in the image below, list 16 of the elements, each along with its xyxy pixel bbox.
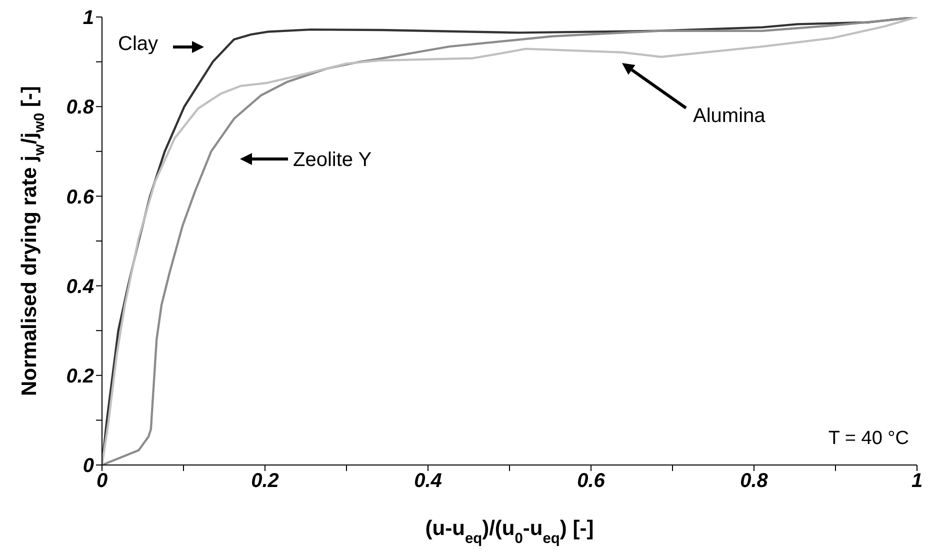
annotation: Alumina — [693, 105, 766, 127]
x-tick-label: 0.8 — [740, 470, 769, 492]
y-tick-label: 0.4 — [66, 276, 94, 298]
y-tick-label: 0 — [82, 455, 94, 478]
x-tick-label: 0.6 — [577, 470, 606, 492]
x-tick-label: 0.4 — [414, 470, 442, 492]
y-tick-label: 1 — [82, 7, 94, 30]
x-tick-label: 0.2 — [251, 470, 279, 492]
x-tick-label: 1 — [911, 470, 923, 492]
annotation: Clay — [118, 33, 158, 55]
annotation: Zeolite Y — [293, 149, 372, 171]
y-tick-label: 0.6 — [66, 186, 95, 208]
annotation: T = 40 °C — [828, 428, 909, 450]
x-axis-title: (u-u$_{eq}$)/(u$_{0}$-u$_{eq}$) [-] — [425, 517, 594, 547]
y-tick-label: 0.2 — [66, 366, 94, 388]
y-tick-label: 0.8 — [66, 96, 95, 119]
